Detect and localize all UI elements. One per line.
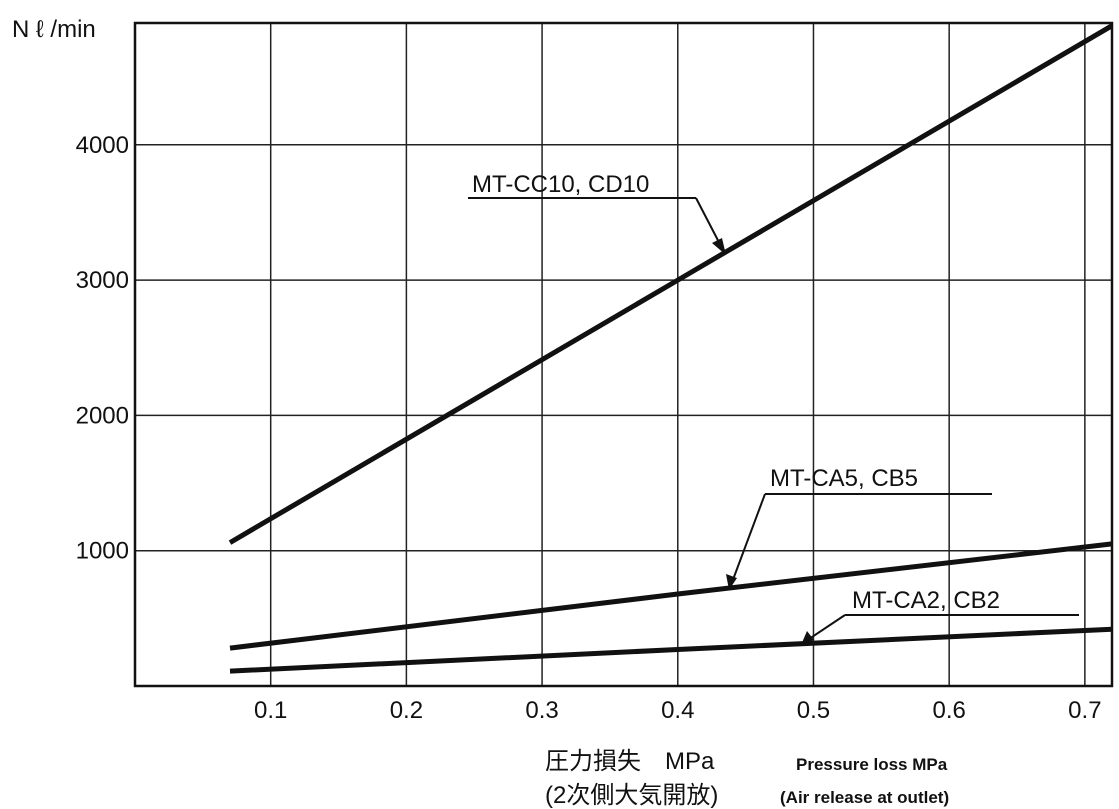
y-tick-label: 3000 [76, 267, 129, 294]
series-label-cc10: MT-CC10, CD10 [468, 171, 726, 255]
series-line-2 [230, 629, 1112, 671]
x-axis-label-en-sub: (Air release at outlet) [780, 788, 949, 807]
x-tick-label: 0.7 [1068, 697, 1101, 724]
series-label-ca5-leader [731, 494, 765, 585]
x-tick-label: 0.4 [661, 697, 694, 724]
y-axis-label: N ℓ /min [12, 16, 96, 43]
series-label-cc10-text: MT-CC10, CD10 [472, 171, 649, 198]
series-label-cc10-arrow [712, 238, 726, 255]
x-tick-label: 0.5 [797, 697, 830, 724]
y-tick-label: 1000 [76, 538, 129, 565]
x-tick-label: 0.2 [390, 697, 423, 724]
series-label-ca5-text: MT-CA5, CB5 [770, 465, 918, 492]
series-label-ca2-leader [806, 615, 845, 641]
y-tick-label: 2000 [76, 402, 129, 429]
x-tick-label: 0.6 [932, 697, 965, 724]
x-axis-label-en: Pressure loss MPa [796, 755, 948, 774]
series-label-ca2-text: MT-CA2, CB2 [852, 587, 1000, 614]
x-axis-label-jp: 圧力損失 MPa [545, 748, 715, 775]
x-tick-label: 0.1 [254, 697, 287, 724]
series-line-0 [230, 26, 1112, 543]
y-tick-label: 4000 [76, 132, 129, 159]
x-tick-label: 0.3 [525, 697, 558, 724]
x-axis-label-jp-sub: (2次側大気開放) [545, 782, 718, 809]
series-lines [230, 26, 1112, 671]
